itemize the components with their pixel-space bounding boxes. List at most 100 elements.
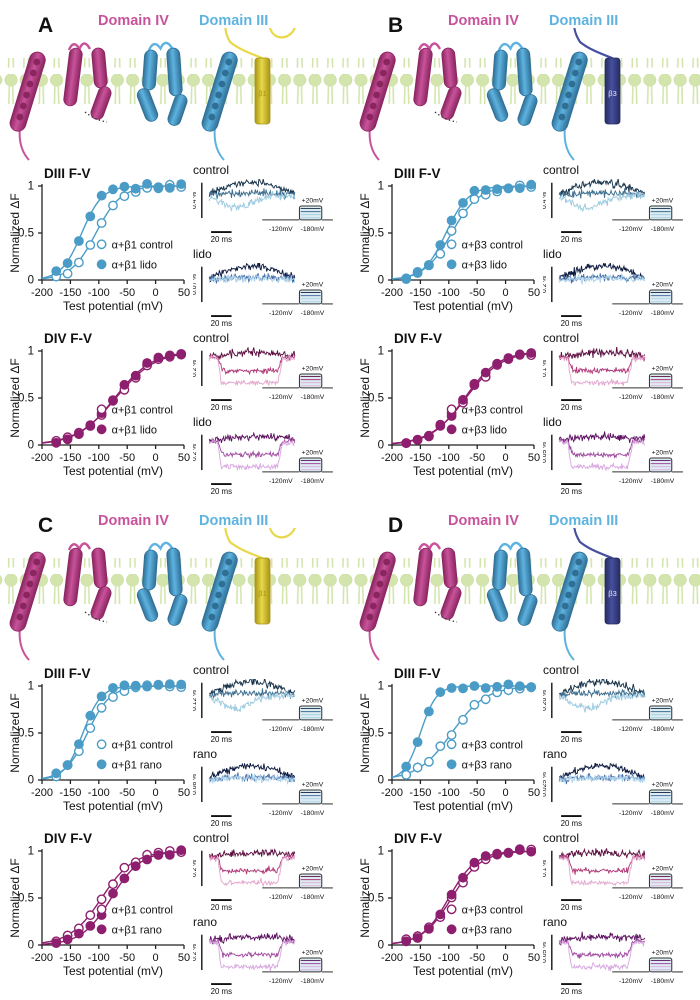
svg-text:-180mV: -180mV	[301, 726, 325, 733]
svg-text:+20mV: +20mV	[652, 697, 674, 704]
svg-text:1: 1	[378, 681, 384, 693]
svg-text:-200: -200	[381, 287, 403, 299]
svg-text:+20mV: +20mV	[652, 949, 674, 956]
svg-text:β1: β1	[258, 589, 267, 598]
svg-text:-180mV: -180mV	[651, 226, 675, 233]
svg-text:0: 0	[28, 940, 34, 952]
svg-text:α+β1 lido: α+β1 lido	[112, 259, 157, 271]
svg-text:+20mV: +20mV	[302, 949, 324, 956]
svg-text:-50: -50	[469, 952, 485, 964]
svg-text:-120mV: -120mV	[269, 726, 293, 733]
svg-text:α+β3 rano: α+β3 rano	[462, 759, 512, 771]
svg-text:-120mV: -120mV	[619, 978, 643, 985]
svg-text:-180mV: -180mV	[301, 894, 325, 901]
svg-text:α+β1 lido: α+β1 lido	[112, 424, 157, 436]
svg-text:α+β1 control: α+β1 control	[112, 739, 173, 751]
svg-text:Normalized ΔF: Normalized ΔF	[8, 693, 22, 772]
svg-text:-100: -100	[88, 452, 110, 464]
svg-text:DIII F-V: DIII F-V	[394, 166, 441, 181]
svg-text:20 ms: 20 ms	[211, 819, 233, 828]
svg-text:20 ms: 20 ms	[561, 987, 583, 996]
svg-text:50: 50	[178, 287, 190, 299]
svg-text:-50: -50	[119, 952, 135, 964]
svg-text:-180mV: -180mV	[651, 726, 675, 733]
svg-text:-100: -100	[88, 287, 110, 299]
svg-text:Normalized ΔF: Normalized ΔF	[8, 358, 22, 437]
svg-text:-180mV: -180mV	[301, 226, 325, 233]
svg-text:0: 0	[153, 952, 159, 964]
svg-text:-180mV: -180mV	[651, 810, 675, 817]
svg-text:β3: β3	[608, 89, 617, 98]
svg-text:-120mV: -120mV	[619, 894, 643, 901]
svg-text:-150: -150	[409, 952, 431, 964]
svg-text:-50: -50	[469, 787, 485, 799]
svg-text:20 ms: 20 ms	[561, 487, 583, 496]
svg-text:+20mV: +20mV	[652, 365, 674, 372]
svg-text:0.4 %: 0.4 %	[543, 192, 548, 209]
svg-text:-150: -150	[409, 787, 431, 799]
svg-text:0.05 %: 0.05 %	[543, 942, 548, 963]
svg-text:Test potential (mV): Test potential (mV)	[413, 299, 513, 313]
svg-text:α+β3 lido: α+β3 lido	[462, 259, 507, 271]
svg-text:-100: -100	[438, 952, 460, 964]
svg-text:20 ms: 20 ms	[561, 735, 583, 744]
svg-text:0: 0	[503, 787, 509, 799]
svg-text:-120mV: -120mV	[269, 810, 293, 817]
svg-text:1: 1	[28, 681, 34, 693]
svg-text:DIII F-V: DIII F-V	[44, 666, 91, 681]
svg-text:50: 50	[178, 787, 190, 799]
svg-text:0: 0	[503, 287, 509, 299]
svg-text:α+β1 control: α+β1 control	[112, 904, 173, 916]
svg-text:+20mV: +20mV	[652, 781, 674, 788]
svg-text:20 ms: 20 ms	[561, 319, 583, 328]
svg-text:20 ms: 20 ms	[211, 235, 233, 244]
svg-text:20 ms: 20 ms	[211, 319, 233, 328]
svg-text:0: 0	[28, 775, 34, 787]
svg-text:20 ms: 20 ms	[211, 903, 233, 912]
svg-text:α+β1 control: α+β1 control	[112, 404, 173, 416]
svg-text:-120mV: -120mV	[269, 978, 293, 985]
svg-text:20 ms: 20 ms	[211, 403, 233, 412]
svg-text:0: 0	[378, 275, 384, 287]
svg-text:+20mV: +20mV	[302, 281, 324, 288]
svg-text:-120mV: -120mV	[619, 726, 643, 733]
svg-text:-120mV: -120mV	[619, 310, 643, 317]
svg-text:-120mV: -120mV	[619, 226, 643, 233]
svg-text:DIV F-V: DIV F-V	[394, 831, 442, 846]
svg-text:Test potential (mV): Test potential (mV)	[63, 299, 163, 313]
svg-text:1: 1	[378, 346, 384, 358]
svg-text:0: 0	[28, 440, 34, 452]
svg-text:0.2 %: 0.2 %	[193, 444, 198, 461]
svg-text:0.20 %: 0.20 %	[543, 690, 548, 711]
svg-text:-100: -100	[438, 287, 460, 299]
svg-text:-180mV: -180mV	[651, 478, 675, 485]
svg-text:-150: -150	[59, 787, 81, 799]
svg-text:-200: -200	[31, 287, 53, 299]
svg-text:-50: -50	[119, 787, 135, 799]
svg-text:50: 50	[178, 952, 190, 964]
svg-text:50: 50	[528, 952, 540, 964]
svg-text:1: 1	[28, 346, 34, 358]
svg-text:α+β1 control: α+β1 control	[112, 239, 173, 251]
svg-text:-150: -150	[59, 952, 81, 964]
svg-text:-180mV: -180mV	[301, 478, 325, 485]
svg-text:-200: -200	[381, 452, 403, 464]
svg-text:-120mV: -120mV	[269, 894, 293, 901]
svg-text:-50: -50	[469, 287, 485, 299]
svg-text:+20mV: +20mV	[652, 449, 674, 456]
svg-text:+20mV: +20mV	[302, 697, 324, 704]
svg-text:-100: -100	[438, 452, 460, 464]
svg-text:0.08 %: 0.08 %	[193, 774, 198, 795]
svg-text:-50: -50	[119, 452, 135, 464]
svg-text:Normalized ΔF: Normalized ΔF	[358, 358, 372, 437]
svg-text:20 ms: 20 ms	[561, 235, 583, 244]
svg-text:50: 50	[528, 452, 540, 464]
svg-text:DIII F-V: DIII F-V	[394, 666, 441, 681]
svg-text:0.1 %: 0.1 %	[543, 360, 548, 377]
svg-text:0.05 %: 0.05 %	[543, 442, 548, 463]
svg-text:0: 0	[28, 275, 34, 287]
svg-text:+20mV: +20mV	[302, 449, 324, 456]
svg-text:+20mV: +20mV	[302, 365, 324, 372]
svg-text:Test potential (mV): Test potential (mV)	[63, 799, 163, 813]
svg-text:+20mV: +20mV	[652, 865, 674, 872]
